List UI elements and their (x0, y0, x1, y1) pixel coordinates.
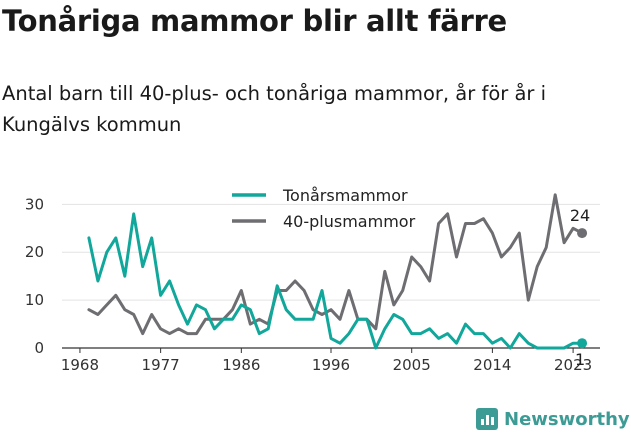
series-line (87, 212, 584, 350)
end-point (577, 338, 588, 349)
y-tick-label: 30 (25, 195, 44, 213)
legend-label: 40-plusmammor (283, 212, 416, 231)
x-tick-label: 2023 (554, 356, 592, 374)
x-tick-label: 2005 (393, 356, 431, 374)
x-tick-label: 1968 (61, 356, 99, 374)
y-axis-ticks: 0 10 20 30 (25, 195, 44, 357)
end-markers: 1 24 (570, 206, 590, 369)
y-tick-label: 0 (34, 339, 44, 357)
line-chart: 0 10 20 30 1968 1977 1986 1996 2005 2014 2023 Ton… (25, 186, 600, 374)
x-tick-label: 1996 (312, 356, 350, 374)
end-point (577, 228, 588, 239)
series-lines (87, 193, 584, 350)
end-value-label: 1 (575, 350, 585, 369)
series-line (87, 193, 584, 336)
x-tick-label: 2014 (473, 356, 511, 374)
y-tick-label: 10 (25, 291, 44, 309)
grid-lines (62, 203, 600, 301)
x-tick-label: 1977 (142, 356, 180, 374)
newsworthy-logo-icon (476, 408, 498, 430)
y-tick-label: 20 (25, 243, 44, 261)
chart-title: Tonåriga mammor blir allt färre (2, 4, 507, 38)
end-value-label: 24 (570, 206, 590, 225)
newsworthy-brand: Newsworthy (476, 408, 630, 430)
legend: Tonårsmammor 40-plusmammor (226, 186, 416, 231)
brand-name: Newsworthy (504, 408, 630, 430)
x-axis: 1968 1977 1986 1996 2005 2014 2023 (61, 347, 600, 374)
x-tick-label: 1986 (222, 356, 260, 374)
chart-subtitle: Antal barn till 40-plus- och tonåriga ma… (2, 82, 547, 136)
legend-label: Tonårsmammor (282, 186, 408, 205)
